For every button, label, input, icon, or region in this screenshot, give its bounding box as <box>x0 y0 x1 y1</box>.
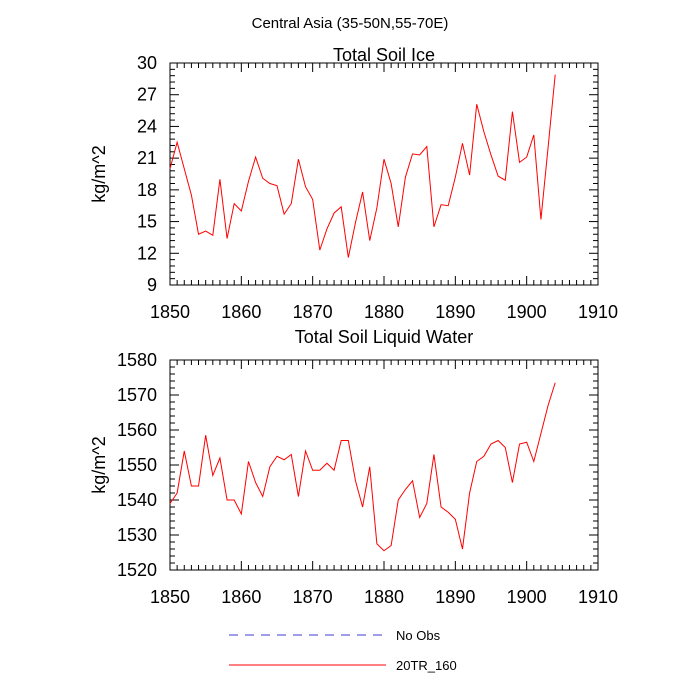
y-axis-label: kg/m^2 <box>89 436 109 493</box>
chart-title: Total Soil Liquid Water <box>295 327 473 347</box>
x-tick-label: 1850 <box>150 587 190 607</box>
y-tick-label: 1570 <box>117 385 157 405</box>
x-tick-label: 1900 <box>507 587 547 607</box>
y-tick-label: 1520 <box>117 560 157 580</box>
x-tick-label: 1860 <box>221 302 261 322</box>
y-tick-label: 12 <box>137 243 157 263</box>
y-tick-label: 1550 <box>117 455 157 475</box>
legend: No Obs 20TR_160 <box>229 628 457 673</box>
y-tick-label: 1530 <box>117 525 157 545</box>
x-tick-label: 1850 <box>150 302 190 322</box>
x-tick-label: 1880 <box>364 302 404 322</box>
plot-frame <box>169 359 599 571</box>
legend-label-no-obs: No Obs <box>396 628 441 643</box>
x-tick-label: 1910 <box>578 302 618 322</box>
y-tick-label: 15 <box>137 212 157 232</box>
x-tick-label: 1890 <box>435 587 475 607</box>
y-tick-label: 21 <box>137 148 157 168</box>
plot-frame <box>169 62 599 286</box>
x-tick-label: 1890 <box>435 302 475 322</box>
y-tick-label: 18 <box>137 180 157 200</box>
y-tick-label: 24 <box>137 116 157 136</box>
chart-title: Total Soil Ice <box>333 45 435 65</box>
x-tick-label: 1860 <box>221 587 261 607</box>
x-tick-label: 1870 <box>293 302 333 322</box>
x-tick-label: 1910 <box>578 587 618 607</box>
series-line-20tr-160 <box>169 74 556 258</box>
panel-total-soil-liquid-water: Total Soil Liquid Water kg/m^2 1850 1860 187… <box>89 327 618 607</box>
y-tick-label: 30 <box>137 53 157 73</box>
y-tick-label: 1540 <box>117 490 157 510</box>
x-tick-label: 1880 <box>364 587 404 607</box>
y-axis-label: kg/m^2 <box>89 145 109 202</box>
y-tick-label: 9 <box>147 275 157 295</box>
y-tick-label: 27 <box>137 85 157 105</box>
x-tick-label: 1900 <box>507 302 547 322</box>
y-tick-label: 1580 <box>117 350 157 370</box>
x-tick-label: 1870 <box>293 587 333 607</box>
y-tick-label: 1560 <box>117 420 157 440</box>
legend-label-20tr-160: 20TR_160 <box>396 658 457 673</box>
figure-title: Central Asia (35-50N,55-70E) <box>252 15 449 32</box>
panel-total-soil-ice: Total Soil Ice kg/m^2 1850 1860 1870 1880 1890… <box>89 45 618 322</box>
series-line-20tr-160 <box>169 382 556 552</box>
